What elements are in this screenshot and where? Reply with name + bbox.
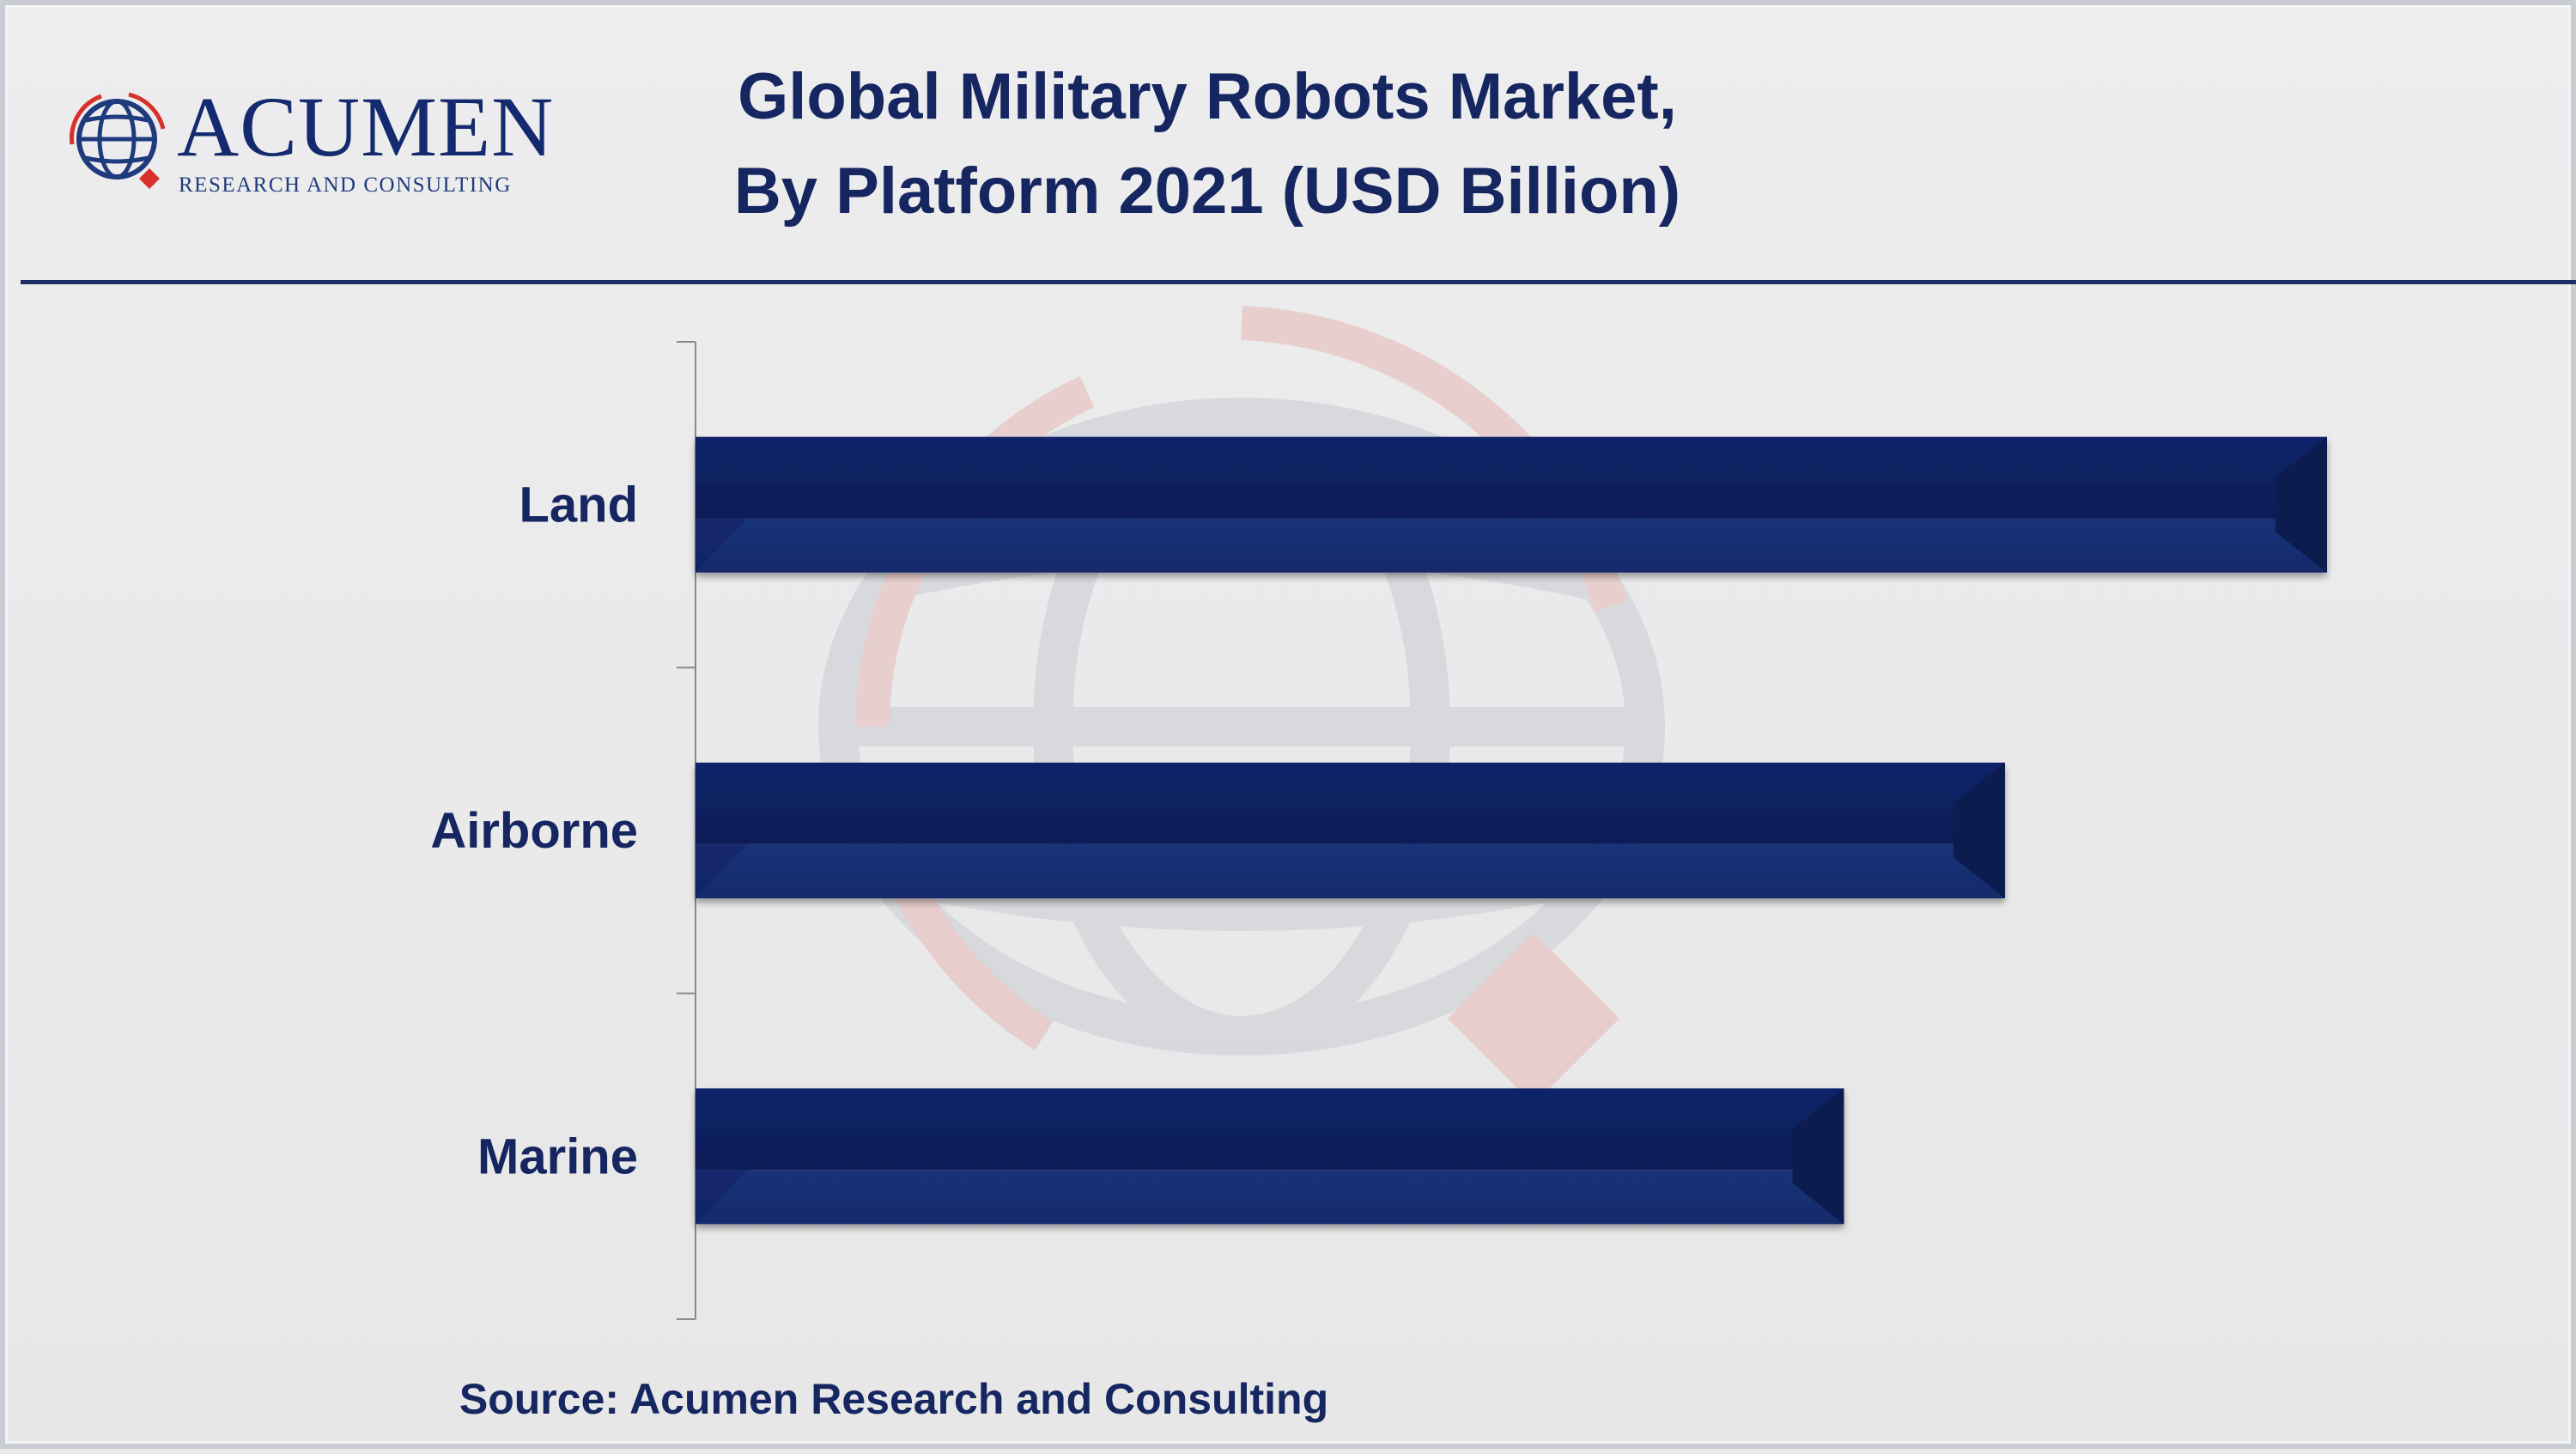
chart-title-line-1: Global Military Robots Market, <box>738 60 1677 133</box>
brand-tagline: RESEARCH AND CONSULTING <box>179 173 512 197</box>
acumen-logo: ACUMEN RESEARCH AND CONSULTING <box>67 84 553 204</box>
header-divider <box>21 280 2576 284</box>
bar-land <box>696 436 2327 573</box>
bar-bevel-right <box>1953 763 2005 898</box>
bar-bottom-face <box>696 843 2005 898</box>
bar-bevel-left <box>696 1170 747 1225</box>
bar-airborne <box>696 763 2005 898</box>
bar-top-face <box>696 1088 1844 1171</box>
globe-logo-icon <box>70 92 166 189</box>
bar-bevel-right <box>2275 436 2327 573</box>
bar-top-face <box>696 436 2327 519</box>
bar-top-face <box>696 763 2005 844</box>
bar-marine <box>696 1088 1844 1225</box>
brand-name: ACUMEN <box>177 79 555 174</box>
bar-bevel-right <box>1792 1088 1844 1225</box>
chart-title: Global Military Robots Market, By Platfo… <box>520 50 1894 239</box>
source-note: Source: Acumen Research and Consulting <box>459 1375 1329 1423</box>
category-label-marine: Marine <box>477 1129 638 1184</box>
bar-bevel-left <box>696 518 747 573</box>
category-label-land: Land <box>519 478 638 533</box>
bar-chart: Land Airborne Marine <box>430 341 2327 1320</box>
bar-bottom-face <box>696 518 2327 573</box>
bar-bevel-left <box>696 843 747 898</box>
bar-bottom-face <box>696 1170 1844 1225</box>
chart-title-line-2: By Platform 2021 (USD Billion) <box>733 155 1681 228</box>
category-label-airborne: Airborne <box>430 803 638 859</box>
